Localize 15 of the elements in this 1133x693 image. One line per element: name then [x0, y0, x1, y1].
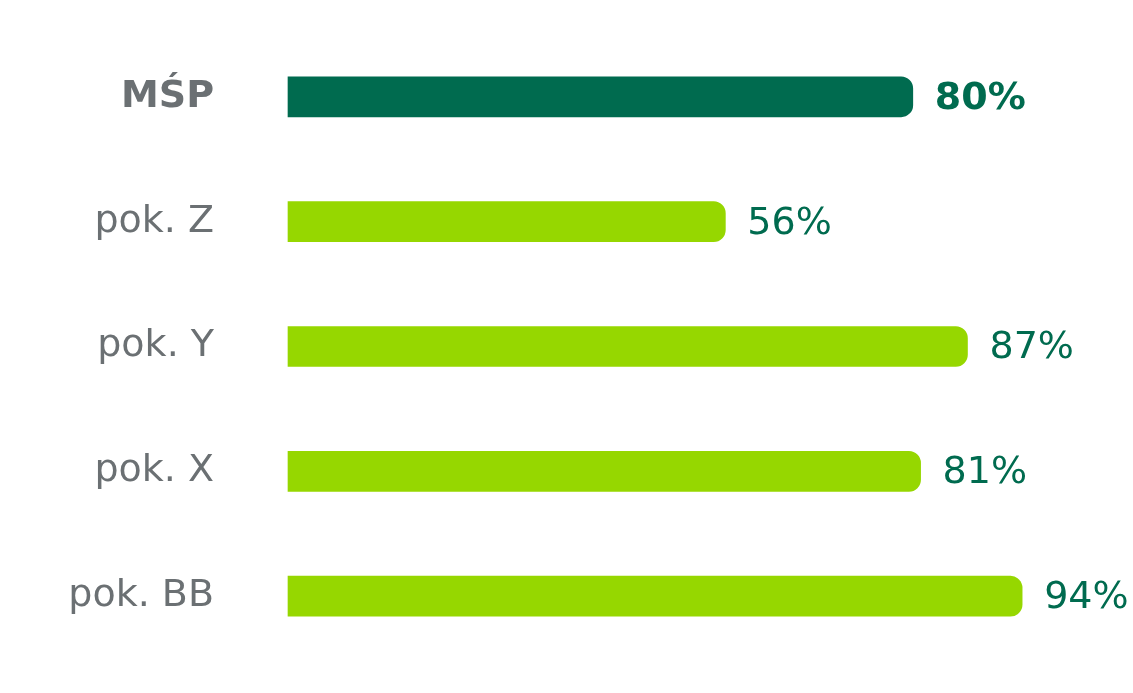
- bar: [287, 76, 914, 118]
- y-tick-label: pok. X: [94, 446, 214, 491]
- bar: [287, 201, 726, 242]
- y-tick-label: pok. Y: [97, 321, 215, 366]
- bar: [287, 326, 968, 367]
- bar: [287, 451, 921, 492]
- data-label: 87%: [989, 323, 1074, 368]
- data-label: 81%: [942, 448, 1028, 493]
- y-tick-label: pok. Z: [94, 196, 214, 241]
- bar: [287, 575, 1023, 617]
- y-tick-label: MŚP: [120, 71, 214, 116]
- data-label: 56%: [747, 198, 832, 243]
- data-label: 94%: [1044, 573, 1129, 618]
- y-tick-label: pok. BB: [68, 571, 214, 616]
- data-label: 80%: [934, 73, 1026, 118]
